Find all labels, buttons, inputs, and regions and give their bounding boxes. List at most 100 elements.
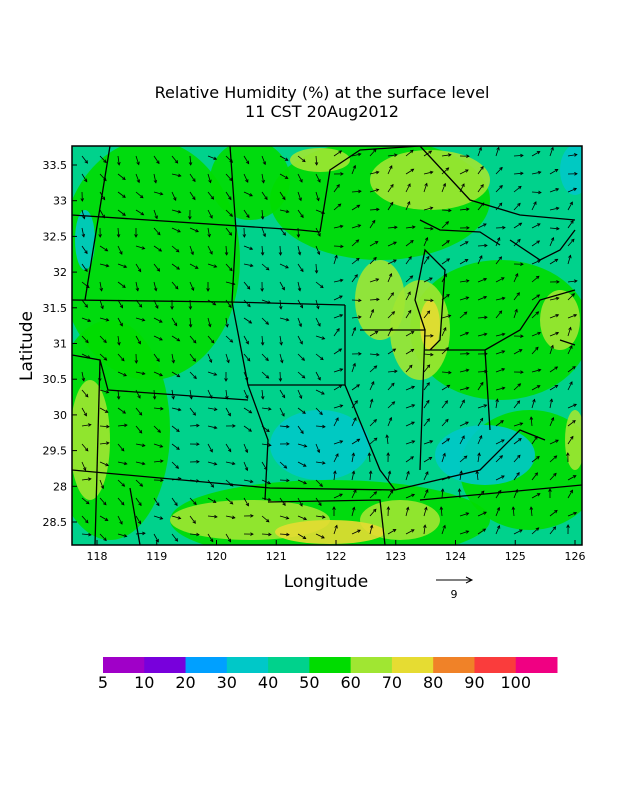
x-tick-label: 122 — [326, 550, 347, 563]
wind-arrow-head — [207, 233, 211, 238]
wind-arrow — [117, 424, 127, 427]
wind-arrow-head — [391, 311, 396, 315]
wind-arrow-head — [461, 399, 465, 404]
wind-arrow-head — [176, 337, 181, 342]
key-label: 9 — [451, 588, 458, 601]
wind-arrow — [423, 256, 430, 265]
wind-arrow — [153, 460, 163, 463]
wind-arrow — [441, 315, 451, 319]
wind-arrow-head — [386, 506, 391, 510]
wind-arrow-head — [426, 399, 430, 404]
wind-arrow-head — [483, 223, 487, 227]
wind-arrow — [225, 263, 233, 271]
wind-arrow-head — [465, 512, 470, 516]
wind-arrow — [315, 191, 320, 201]
wind-arrow-head — [207, 323, 212, 328]
wind-arrow — [495, 237, 500, 247]
wind-arrow — [261, 533, 272, 536]
wind-arrow — [441, 154, 451, 157]
wind-arrow — [153, 515, 163, 520]
wind-arrow — [225, 461, 235, 465]
wind-arrow — [261, 461, 268, 470]
wind-arrow-head — [225, 395, 229, 400]
wind-arrow-head — [429, 170, 434, 175]
wind-arrow-head — [267, 443, 272, 447]
wind-arrow — [387, 226, 397, 229]
wind-arrow — [261, 497, 271, 501]
wind-arrow-head — [483, 332, 488, 337]
wind-arrow — [476, 471, 479, 481]
wind-arrow-head — [246, 357, 251, 362]
wind-arrow-head — [84, 519, 89, 524]
wind-arrow-head — [574, 172, 578, 176]
colorbar-label: 20 — [175, 673, 195, 692]
wind-arrow-head — [284, 175, 289, 179]
wind-arrow — [549, 147, 554, 157]
wind-arrow — [261, 479, 271, 485]
wind-arrow — [315, 155, 318, 166]
wind-arrow — [261, 191, 268, 200]
wind-arrow — [495, 475, 505, 481]
wind-arrow — [189, 281, 194, 291]
wind-arrow — [423, 227, 433, 230]
wind-arrow — [225, 407, 231, 417]
wind-arrow — [333, 314, 343, 319]
wind-arrow-head — [123, 373, 127, 377]
boundary — [72, 469, 396, 491]
wind-arrow — [297, 353, 305, 361]
wind-arrow-head — [393, 153, 398, 157]
wind-arrow — [297, 371, 306, 379]
wind-arrow-head — [156, 160, 160, 165]
wind-arrow-head — [411, 493, 416, 498]
wind-arrow-head — [333, 470, 337, 475]
wind-arrow-head — [566, 524, 570, 528]
wind-arrow-head — [173, 197, 177, 201]
wind-arrow-head — [501, 439, 505, 443]
wind-arrow-head — [442, 524, 446, 529]
wind-arrow — [315, 515, 325, 518]
wind-arrow — [135, 371, 145, 375]
wind-arrow — [423, 489, 429, 499]
wind-arrow-head — [249, 193, 253, 197]
wind-arrow — [81, 533, 91, 536]
wind-arrow-head — [134, 360, 139, 364]
wind-arrow — [117, 443, 125, 452]
wind-arrow — [549, 526, 556, 535]
wind-arrow — [243, 389, 249, 399]
wind-arrow-head — [320, 356, 324, 361]
wind-arrow-head — [372, 508, 377, 513]
wind-arrow — [387, 370, 397, 373]
wind-arrow-head — [285, 317, 290, 322]
wind-arrow-head — [518, 349, 523, 353]
wind-arrow-head — [388, 272, 393, 277]
wind-arrow — [530, 507, 533, 517]
wind-arrow — [315, 407, 323, 415]
wind-arrow — [405, 240, 414, 247]
wind-arrow — [207, 389, 213, 399]
wind-arrow — [243, 245, 253, 250]
wind-arrow-head — [210, 339, 215, 344]
wind-arrow — [549, 332, 559, 337]
wind-arrow-head — [139, 194, 144, 199]
title-line: 11 CST 20Aug2012 — [245, 102, 399, 121]
wind-arrow-head — [268, 532, 272, 537]
wind-arrow — [351, 239, 359, 247]
colorbar-label: 40 — [258, 673, 278, 692]
wind-arrow-head — [367, 452, 372, 456]
wind-arrow — [459, 471, 462, 481]
wind-arrow-head — [533, 201, 537, 205]
wind-arrow-head — [410, 240, 414, 244]
wind-arrow-head — [355, 257, 360, 262]
wind-arrow — [315, 497, 322, 506]
wind-arrow-head — [213, 372, 218, 376]
wind-arrow — [495, 490, 502, 499]
wind-arrow-head — [387, 470, 392, 475]
wind-arrow-head — [338, 150, 343, 154]
wind-arrow-head — [555, 296, 560, 301]
wind-arrow — [81, 317, 91, 322]
wind-arrow — [369, 189, 379, 193]
wind-arrow-head — [534, 472, 538, 476]
wind-arrow — [135, 263, 142, 272]
wind-arrow-head — [159, 191, 164, 196]
wind-arrow-head — [229, 159, 234, 163]
